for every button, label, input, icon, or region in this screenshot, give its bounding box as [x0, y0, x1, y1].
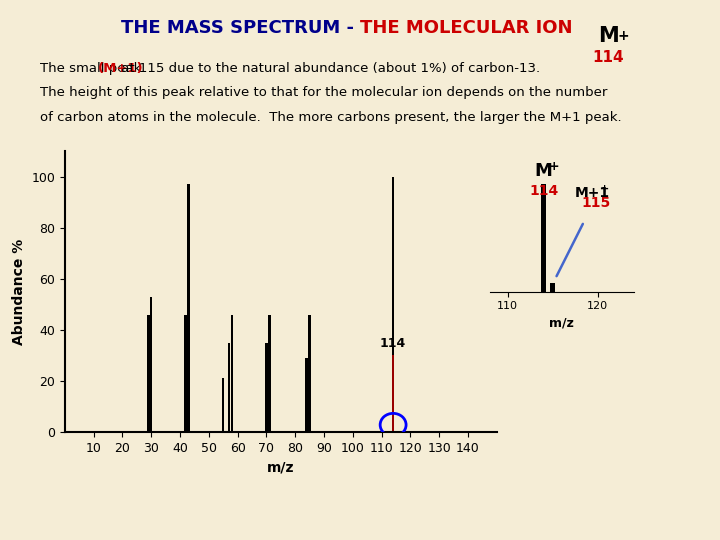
Text: The small peak: The small peak: [40, 62, 145, 75]
Bar: [392, 355, 395, 432]
Text: M+1: M+1: [575, 186, 611, 200]
Y-axis label: Abundance %: Abundance %: [12, 239, 26, 345]
Text: at 115 due to the natural abundance (about 1%) of carbon-13.: at 115 due to the natural abundance (abo…: [117, 62, 540, 75]
Text: THE MOLECULAR ION: THE MOLECULAR ION: [360, 19, 572, 37]
Text: The height of this peak relative to that for the molecular ion depends on the nu: The height of this peak relative to that…: [40, 86, 607, 99]
Bar: [305, 358, 308, 432]
Text: (M+1): (M+1): [97, 62, 143, 75]
X-axis label: m/z: m/z: [549, 317, 574, 330]
Bar: [147, 315, 150, 432]
Bar: [184, 315, 187, 432]
Bar: [187, 184, 190, 432]
Bar: [222, 379, 225, 432]
Text: +: +: [600, 184, 610, 194]
Text: M: M: [598, 26, 618, 46]
Bar: [550, 283, 555, 292]
Bar: [308, 315, 311, 432]
Bar: [392, 177, 395, 432]
Bar: [230, 315, 233, 432]
Bar: [228, 343, 230, 432]
Bar: [265, 343, 268, 432]
Text: +: +: [618, 29, 629, 43]
Text: 115: 115: [582, 195, 611, 210]
Bar: [541, 184, 546, 292]
Text: of carbon atoms in the molecule.  The more carbons present, the larger the M+1 p: of carbon atoms in the molecule. The mor…: [40, 111, 621, 124]
Text: M: M: [535, 163, 552, 180]
Bar: [268, 315, 271, 432]
Text: 114: 114: [593, 50, 624, 65]
Text: +: +: [549, 160, 559, 173]
Bar: [150, 296, 153, 432]
Text: THE MASS SPECTRUM -: THE MASS SPECTRUM -: [121, 19, 360, 37]
Text: 114: 114: [529, 184, 558, 198]
Text: 114: 114: [380, 338, 406, 350]
X-axis label: m/z: m/z: [267, 460, 294, 474]
